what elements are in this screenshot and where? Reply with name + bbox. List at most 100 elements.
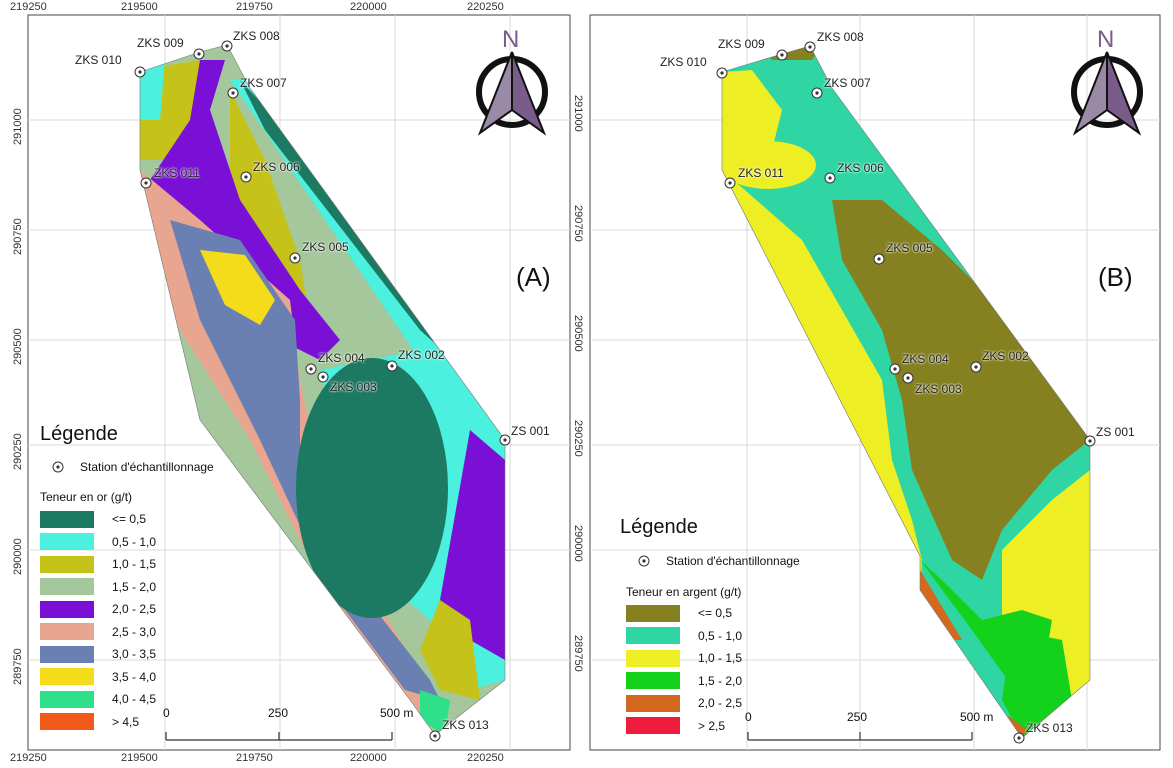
station-label: ZKS 002 bbox=[982, 349, 1029, 363]
station-marker bbox=[221, 40, 233, 52]
station-marker bbox=[889, 363, 901, 375]
station-label: ZKS 003 bbox=[330, 380, 377, 394]
station-marker bbox=[902, 372, 914, 384]
y-tick-label: 290750 bbox=[12, 218, 24, 255]
station-marker bbox=[289, 252, 301, 264]
zone-grade-1-0-1-5 bbox=[420, 600, 480, 700]
legend-swatch bbox=[626, 604, 680, 622]
legend-class-row: 1,0 - 1,5 bbox=[40, 555, 156, 573]
x-tick-label: 219750 bbox=[236, 752, 273, 764]
x-tick-label: 219500 bbox=[121, 1, 158, 13]
zone-grade-1-0-1-5 bbox=[230, 90, 310, 320]
zone-grade-3-5-4-0 bbox=[200, 250, 275, 325]
legend-class-label: 2,0 - 2,5 bbox=[698, 696, 743, 710]
legend-class-row: 2,0 - 2,5 bbox=[626, 694, 742, 712]
legend-title: Légende bbox=[40, 423, 118, 445]
legend-class-row: 4,0 - 4,5 bbox=[40, 690, 156, 708]
legend-class-row: 3,0 - 3,5 bbox=[40, 645, 156, 663]
legend-class-row: 1,0 - 1,5 bbox=[626, 649, 742, 667]
station-label: ZKS 011 bbox=[154, 166, 200, 180]
x-tick-label: 220250 bbox=[467, 1, 504, 13]
legend-swatch bbox=[40, 600, 94, 618]
legend-swatch bbox=[40, 623, 94, 640]
station-marker bbox=[1013, 732, 1025, 744]
station-marker bbox=[873, 253, 885, 265]
zone-grade-2-0-2-5 bbox=[150, 60, 340, 360]
station-label: ZKS 011 bbox=[738, 166, 784, 180]
panel-label: (A) bbox=[516, 262, 551, 292]
y-tick-label: 290250 bbox=[12, 433, 24, 470]
scale-label: 0 bbox=[745, 710, 752, 724]
x-tick-label: 219750 bbox=[236, 1, 273, 13]
x-tick-label: 220250 bbox=[467, 752, 504, 764]
station-label: ZKS 006 bbox=[837, 161, 884, 175]
zone-grade-1-0-1-5 bbox=[722, 141, 816, 189]
legend-swatch bbox=[40, 690, 94, 708]
station-label: ZKS 005 bbox=[886, 241, 933, 255]
station-marker bbox=[240, 171, 252, 183]
legend-class-row: > 2,5 bbox=[626, 717, 725, 735]
north-label: N bbox=[1097, 26, 1115, 53]
zone-grade-1-0-1-5 bbox=[722, 170, 922, 600]
legend-class-label: 2,5 - 3,0 bbox=[112, 624, 157, 639]
sampling-stations bbox=[134, 40, 511, 742]
scale-label: 500 m bbox=[380, 706, 414, 720]
zone-grade-3-0-3-5 bbox=[170, 220, 440, 700]
legend-swatch bbox=[40, 533, 94, 550]
zone-grade-0-5 bbox=[832, 200, 1090, 580]
legend-class-label: 4,0 - 4,5 bbox=[112, 692, 157, 706]
station-marker bbox=[499, 434, 511, 446]
station-marker bbox=[305, 363, 317, 375]
sampling-stations bbox=[716, 41, 1096, 744]
legend-class-label: 2,0 - 2,5 bbox=[112, 602, 157, 616]
station-marker bbox=[140, 177, 152, 189]
station-marker bbox=[970, 361, 982, 373]
legend-class-row: 0,5 - 1,0 bbox=[626, 627, 742, 645]
legend-class-label: > 2,5 bbox=[698, 718, 726, 733]
north-arrow-icon bbox=[476, 51, 548, 136]
station-label: ZKS 004 bbox=[902, 352, 949, 366]
legend-class-row: <= 0,5 bbox=[626, 604, 732, 622]
scale-label: 250 bbox=[268, 706, 289, 720]
legend-class-label: 1,0 - 1,5 bbox=[698, 651, 743, 665]
station-marker bbox=[134, 66, 146, 78]
station-label: ZKS 007 bbox=[824, 76, 871, 90]
legend-swatch bbox=[626, 672, 680, 689]
legend-swatch bbox=[626, 694, 680, 712]
legend-class-row: 2,0 - 2,5 bbox=[40, 600, 156, 618]
survey-area-outline bbox=[721, 45, 1091, 739]
legend-class-label: <= 0,5 bbox=[112, 512, 147, 526]
station-label: ZKS 009 bbox=[718, 37, 765, 51]
legend-station-symbol bbox=[52, 461, 64, 473]
station-marker bbox=[804, 41, 816, 53]
x-tick-label: 219250 bbox=[10, 1, 47, 13]
legend-class-label: 3,0 - 3,5 bbox=[112, 647, 157, 661]
scale-label: 500 m bbox=[960, 710, 994, 724]
legend-class-label: <= 0,5 bbox=[698, 606, 733, 620]
station-label: ZKS 008 bbox=[817, 30, 864, 44]
zone-grade-2-0-2-5 bbox=[920, 570, 962, 640]
legend-class-label: 3,5 - 4,0 bbox=[112, 669, 157, 684]
y-tick-label: 291000 bbox=[12, 108, 24, 145]
map-panel-gold: 219250 219500 219750 220000 220250 21925… bbox=[0, 0, 584, 768]
scale-label: 0 bbox=[163, 706, 170, 720]
scale-bar bbox=[747, 732, 973, 741]
zone-grade-2-0-2-5 bbox=[440, 430, 505, 660]
gold-grade-map bbox=[27, 14, 571, 751]
legend-swatch bbox=[40, 578, 94, 595]
north-label: N bbox=[502, 26, 520, 53]
station-label: ZKS 010 bbox=[75, 53, 122, 67]
station-label: ZKS 010 bbox=[660, 55, 707, 69]
scale-label: 250 bbox=[847, 710, 868, 724]
legend-class-label: 0,5 - 1,0 bbox=[112, 534, 157, 549]
legend-class-row: 1,5 - 2,0 bbox=[40, 578, 156, 596]
legend-swatch bbox=[40, 668, 94, 685]
station-label: ZKS 004 bbox=[318, 351, 365, 365]
legend-class-row: 3,5 - 4,0 bbox=[40, 668, 156, 686]
station-marker bbox=[193, 48, 205, 60]
x-tick-label: 219500 bbox=[121, 752, 158, 764]
station-label: ZKS 007 bbox=[240, 76, 287, 90]
legend-content-label: Teneur en argent (g/t) bbox=[626, 585, 742, 599]
legend-swatch bbox=[626, 649, 680, 667]
scale-bar bbox=[165, 732, 393, 741]
